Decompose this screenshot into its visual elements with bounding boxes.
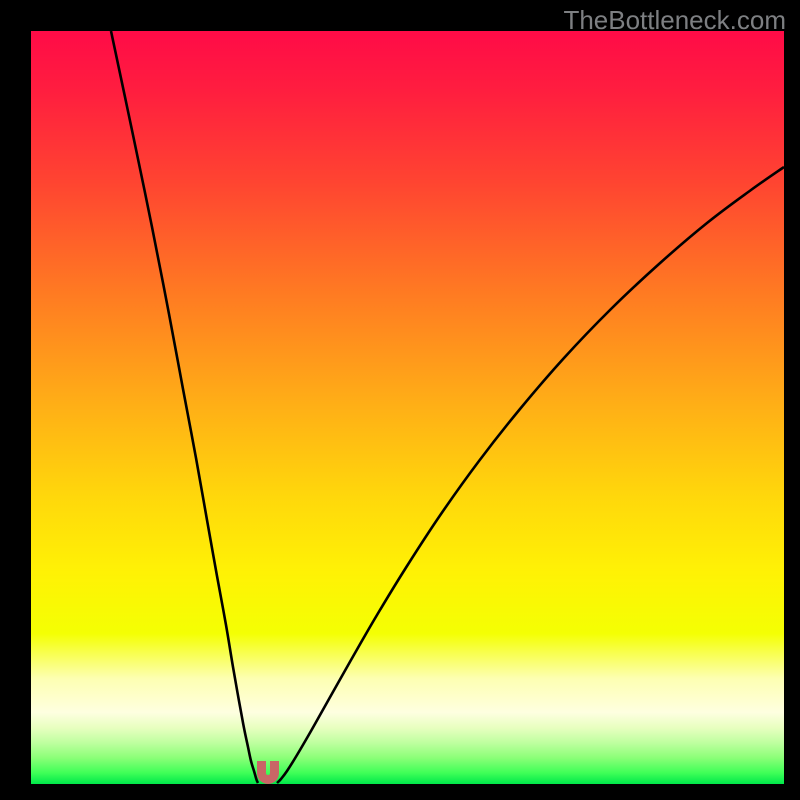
bottleneck-curves bbox=[31, 31, 784, 784]
left-curve bbox=[111, 31, 258, 783]
trough-marker bbox=[257, 761, 279, 784]
chart-stage: TheBottleneck.com bbox=[0, 0, 800, 800]
right-curve bbox=[277, 167, 784, 783]
plot-area bbox=[31, 31, 784, 784]
watermark-text: TheBottleneck.com bbox=[563, 5, 786, 36]
